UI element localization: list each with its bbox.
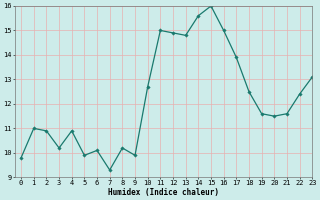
X-axis label: Humidex (Indice chaleur): Humidex (Indice chaleur) — [108, 188, 219, 197]
